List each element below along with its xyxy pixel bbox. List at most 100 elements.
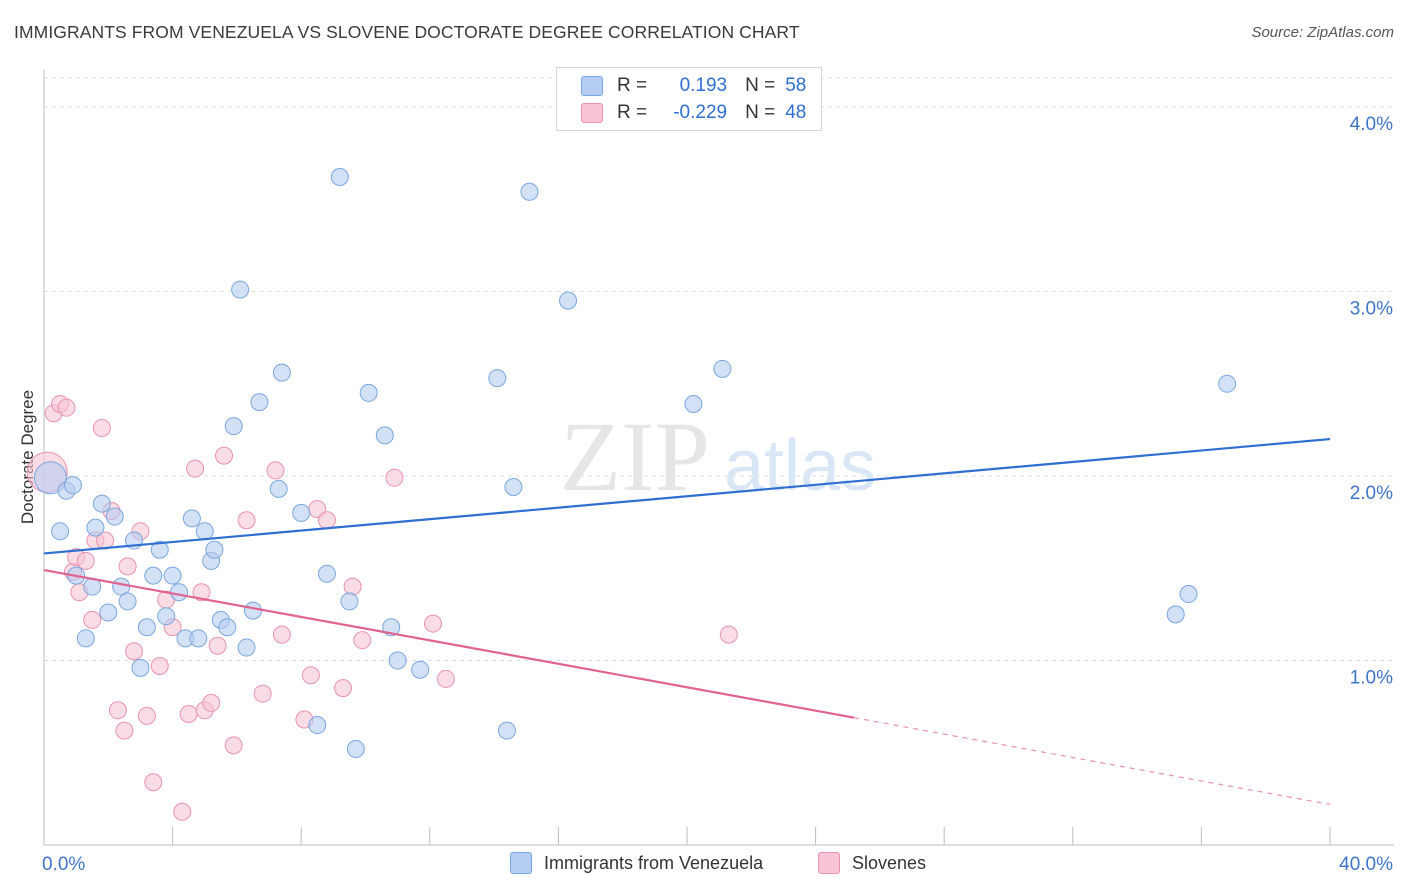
trend-line-slovenes-extension: [854, 717, 1331, 805]
legend-n-value: 58: [785, 75, 807, 96]
point-slovenes: [385, 468, 404, 487]
point-slovenes: [83, 610, 102, 629]
point-slovenes: [317, 511, 336, 530]
point-slovenes: [137, 706, 156, 725]
y-tick-label: 3.0%: [1350, 298, 1393, 319]
y-tick-label: 1.0%: [1350, 667, 1393, 688]
trend-line-slovenes: [43, 568, 855, 719]
point-venezuela: [520, 182, 539, 201]
bottom-legend-label: Immigrants from Venezuela: [544, 852, 764, 873]
point-venezuela: [237, 638, 256, 657]
point-venezuela: [231, 280, 250, 299]
bottom-legend-label: Slovenes: [852, 852, 927, 873]
point-venezuela: [346, 740, 365, 759]
point-venezuela: [157, 607, 176, 626]
point-venezuela: [137, 618, 156, 637]
point-venezuela: [1218, 374, 1237, 393]
trend-line-venezuela: [43, 437, 1331, 555]
point-venezuela: [340, 592, 359, 611]
point-venezuela: [243, 601, 262, 620]
x-tick-label: 0.0%: [42, 854, 85, 875]
chart-title: IMMIGRANTS FROM VENEZUELA VS SLOVENE DOC…: [14, 22, 800, 42]
point-slovenes: [301, 666, 320, 685]
point-venezuela: [150, 540, 169, 559]
correlation-legend: R = 0.193 N = 58 R = -0.229 N = 48: [556, 67, 822, 131]
bottom-legend-swatch-blue: [510, 852, 532, 874]
point-venezuela: [218, 618, 237, 637]
point-venezuela: [224, 417, 243, 436]
point-venezuela: [269, 479, 288, 498]
legend-swatch-pink: [581, 103, 603, 123]
legend-r-label: R =: [617, 102, 648, 123]
tick-labels: 1.0% 2.0% 3.0% 4.0% 0.0% 40.0%: [42, 114, 1393, 875]
point-slovenes: [208, 636, 227, 655]
legend-n-label: N =: [745, 75, 776, 96]
axes: [43, 70, 1394, 846]
point-slovenes: [179, 704, 198, 723]
point-venezuela: [317, 564, 336, 583]
y-tick-label: 2.0%: [1350, 483, 1393, 504]
point-venezuela: [182, 509, 201, 528]
point-slovenes: [92, 418, 111, 437]
point-slovenes: [436, 669, 455, 688]
bottom-legend-slovenes: Slovenes: [818, 852, 926, 874]
legend-n-value: 48: [785, 102, 807, 123]
point-slovenes: [76, 551, 95, 570]
point-venezuela: [559, 291, 578, 310]
point-venezuela: [1166, 605, 1185, 624]
legend-r-label: R =: [617, 75, 648, 96]
point-venezuela: [388, 651, 407, 670]
y-tick-label: 4.0%: [1350, 114, 1393, 135]
point-venezuela: [504, 478, 523, 497]
point-slovenes: [57, 398, 76, 417]
watermark-zip: ZIP: [560, 401, 710, 512]
point-slovenes: [237, 511, 256, 530]
point-venezuela: [86, 518, 105, 537]
point-venezuela: [330, 168, 349, 187]
legend-row-venezuela: R = 0.193 N = 58: [581, 74, 806, 98]
x-tick-label: 40.0%: [1339, 854, 1393, 875]
point-slovenes: [202, 693, 221, 712]
legend-r-value: -0.229: [673, 102, 728, 123]
point-slovenes: [115, 721, 134, 740]
point-slovenes: [224, 736, 243, 755]
point-slovenes: [173, 802, 192, 821]
point-slovenes: [272, 625, 291, 644]
point-slovenes: [118, 557, 137, 576]
point-venezuela: [131, 658, 150, 677]
point-slovenes: [266, 461, 285, 480]
point-slovenes: [186, 459, 205, 478]
point-venezuela: [1179, 585, 1198, 604]
point-venezuela: [488, 369, 507, 388]
legend-r-value: 0.193: [679, 75, 728, 96]
watermark: ZIP atlas: [560, 401, 876, 512]
source-credit: Source: ZipAtlas.com: [1251, 24, 1394, 41]
point-venezuela: [272, 363, 291, 382]
point-venezuela: [99, 603, 118, 622]
legend-swatch-blue: [581, 76, 603, 96]
point-slovenes: [215, 446, 234, 465]
point-venezuela: [118, 592, 137, 611]
bottom-legend-venezuela: Immigrants from Venezuela: [510, 852, 763, 874]
point-venezuela: [292, 503, 311, 522]
point-venezuela: [33, 461, 67, 495]
point-slovenes: [424, 614, 443, 633]
point-slovenes: [719, 625, 738, 644]
legend-row-slovenes: R = -0.229 N = 48: [581, 101, 806, 125]
point-venezuela: [76, 629, 95, 648]
point-slovenes: [150, 657, 169, 676]
point-venezuela: [92, 494, 111, 513]
point-slovenes: [108, 701, 127, 720]
point-slovenes: [343, 577, 362, 596]
point-venezuela: [359, 383, 378, 402]
bottom-legend-swatch-pink: [818, 852, 840, 874]
point-slovenes: [353, 631, 372, 650]
point-venezuela: [51, 522, 70, 541]
point-slovenes: [125, 642, 144, 661]
trend-lines: [43, 437, 1331, 805]
point-slovenes: [192, 583, 211, 602]
point-venezuela: [63, 476, 82, 495]
point-venezuela: [713, 359, 732, 378]
point-venezuela: [105, 507, 124, 526]
